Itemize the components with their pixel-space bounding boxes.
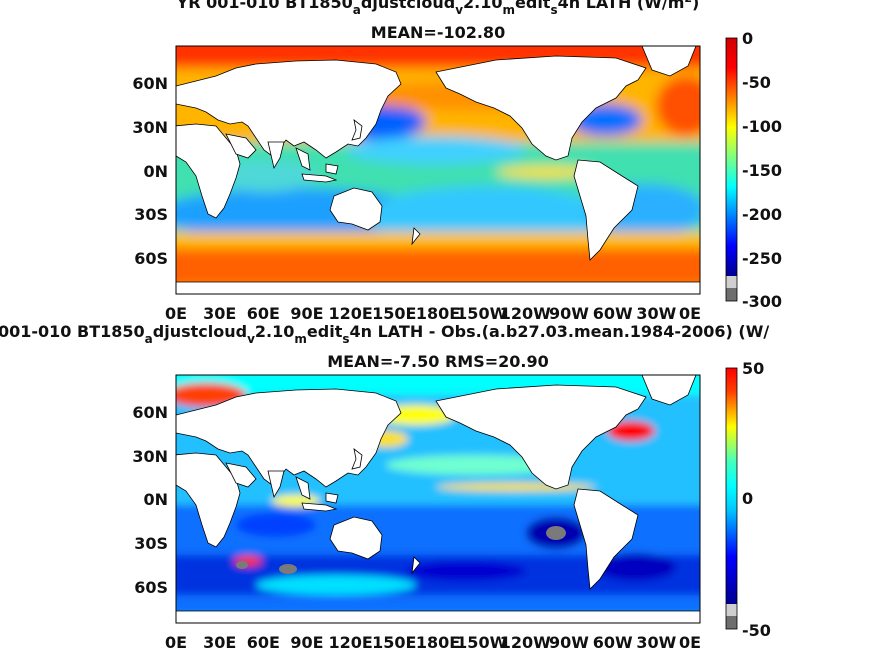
chart-1-xtick: 150W [456, 304, 507, 323]
chart-1-subtitle: MEAN=-102.80 [371, 23, 505, 42]
chart-2-x-ticks: 0E 30E 60E 90E 120E 150E 180E 150W 120W … [165, 633, 701, 652]
chart-2-title: 001-010 BT1850adjustcloudv2.10medits4n L… [0, 322, 769, 346]
chart-1-frame [175, 45, 701, 295]
chart-2-ytick: 60N [132, 403, 168, 422]
chart-2-colorbar: 50 0 -50 [725, 359, 771, 640]
chart-1-map [176, 46, 700, 294]
colorbar-2-tick: -50 [742, 621, 771, 640]
colorbar-1-tick: 0 [742, 29, 753, 48]
chart-2-xtick: 30E [203, 633, 236, 652]
chart-2-xtick: 60E [247, 633, 280, 652]
colorbar-2-dark-swatch [726, 616, 737, 629]
chart-1: YR 001-010 BT1850adjustcloudv2.10medits4… [132, 0, 782, 323]
chart-2-xtick: 90W [549, 633, 589, 652]
colorbar-1-tick: -50 [742, 73, 771, 92]
colorbar-1-tick: -200 [742, 205, 782, 224]
chart-2-xtick: 120E [329, 633, 373, 652]
chart-2-xtick: 0E [165, 633, 187, 652]
colorbar-2-tick: 50 [742, 359, 764, 378]
colorbar-1-tick: -150 [742, 161, 782, 180]
chart-1-xtick: 180E [416, 304, 460, 323]
chart-1-xtick: 0E [165, 304, 187, 323]
chart-1-xtick: 30E [203, 304, 236, 323]
chart-1-ytick: 0N [143, 162, 168, 181]
chart-1-xtick: 120E [329, 304, 373, 323]
colorbar-1-dark-swatch [726, 288, 737, 301]
chart-2-y-ticks: 60N 30N 0N 30S 60S [132, 403, 168, 597]
chart-1-ytick: 30N [132, 118, 168, 137]
chart-1-xtick: 90E [290, 304, 323, 323]
chart-2-xtick: 60W [593, 633, 633, 652]
chart-1-xtick: 150E [372, 304, 416, 323]
chart-2-ytick: 30N [132, 447, 168, 466]
chart-1-ytick: 60N [132, 74, 168, 93]
colorbar-1-undefined-swatch [726, 276, 737, 288]
chart-1-colorbar: 0 -50 -100 -150 -200 -250 -300 [725, 29, 782, 311]
chart-1-x-ticks: 0E 30E 60E 90E 120E 150E 180E 150W 120W … [165, 304, 701, 323]
chart-1-ytick: 60S [134, 249, 168, 268]
chart-2-xtick: 120W [500, 633, 551, 652]
chart-1-xtick: 0E [679, 304, 701, 323]
chart-1-xtick: 60E [247, 304, 280, 323]
colorbar-1-tick: -300 [742, 292, 782, 311]
chart-1-xtick: 90W [549, 304, 589, 323]
colorbar-1-gradient [726, 38, 737, 276]
chart-2-ytick: 0N [143, 490, 168, 509]
chart-2-xtick: 90E [290, 633, 323, 652]
chart-2-map [176, 375, 700, 623]
chart-1-title: YR 001-010 BT1850adjustcloudv2.10medits4… [176, 0, 700, 17]
colorbar-2-undefined-swatch [726, 604, 737, 616]
chart-1-ytick: 30S [134, 205, 168, 224]
chart-1-xtick: 60W [593, 304, 633, 323]
chart-2-xtick: 180E [416, 633, 460, 652]
chart-1-y-ticks: 60N 30N 0N 30S 60S [132, 74, 168, 268]
chart-2-xtick: 150W [456, 633, 507, 652]
colorbar-1-tick: -100 [742, 117, 782, 136]
chart-2-xtick: 150E [372, 633, 416, 652]
chart-2-ytick: 30S [134, 534, 168, 553]
chart-2-xtick: 0E [679, 633, 701, 652]
chart-1-xtick: 30W [636, 304, 676, 323]
chart-2-subtitle: MEAN=-7.50 RMS=20.90 [327, 352, 549, 371]
chart-2-frame [175, 374, 701, 624]
chart-1-xtick: 120W [500, 304, 551, 323]
chart-2-ytick: 60S [134, 578, 168, 597]
colorbar-1-tick: -250 [742, 249, 782, 268]
colorbar-2-tick: 0 [742, 489, 753, 508]
chart-2: 001-010 BT1850adjustcloudv2.10medits4n L… [0, 322, 771, 652]
colorbar-2-gradient [726, 368, 737, 604]
chart-2-xtick: 30W [636, 633, 676, 652]
